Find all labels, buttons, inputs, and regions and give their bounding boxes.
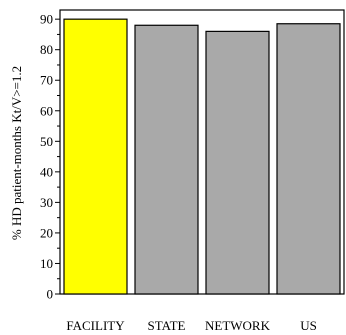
y-tick-label: 50 bbox=[40, 134, 53, 149]
y-tick-label: 30 bbox=[40, 195, 53, 210]
y-tick-label: 10 bbox=[40, 256, 53, 271]
x-tick-label: STATE bbox=[148, 318, 186, 333]
y-axis-title: % HD patient-months Kt/V>=1.2 bbox=[9, 66, 24, 240]
bar-facility bbox=[63, 18, 128, 295]
bar-state bbox=[134, 24, 199, 295]
y-tick-label: 90 bbox=[40, 12, 53, 27]
bar-us bbox=[276, 23, 341, 295]
y-tick-label: 60 bbox=[40, 103, 53, 118]
y-tick-label: 0 bbox=[47, 287, 54, 302]
bar-network bbox=[205, 30, 270, 295]
plot-area: 0 10 20 30 40 50 60 70 80 90 FACILITY STATE NETWORK U… bbox=[40, 9, 345, 333]
y-tick-label: 80 bbox=[40, 42, 53, 57]
x-tick-label: NETWORK bbox=[205, 318, 271, 333]
x-tick-label: FACILITY bbox=[66, 318, 125, 333]
y-tick-label: 70 bbox=[40, 73, 53, 88]
y-tick-label: 40 bbox=[40, 164, 53, 179]
y-tick-label: 20 bbox=[40, 225, 53, 240]
x-tick-label: US bbox=[300, 318, 317, 333]
plot-frame bbox=[59, 9, 345, 295]
